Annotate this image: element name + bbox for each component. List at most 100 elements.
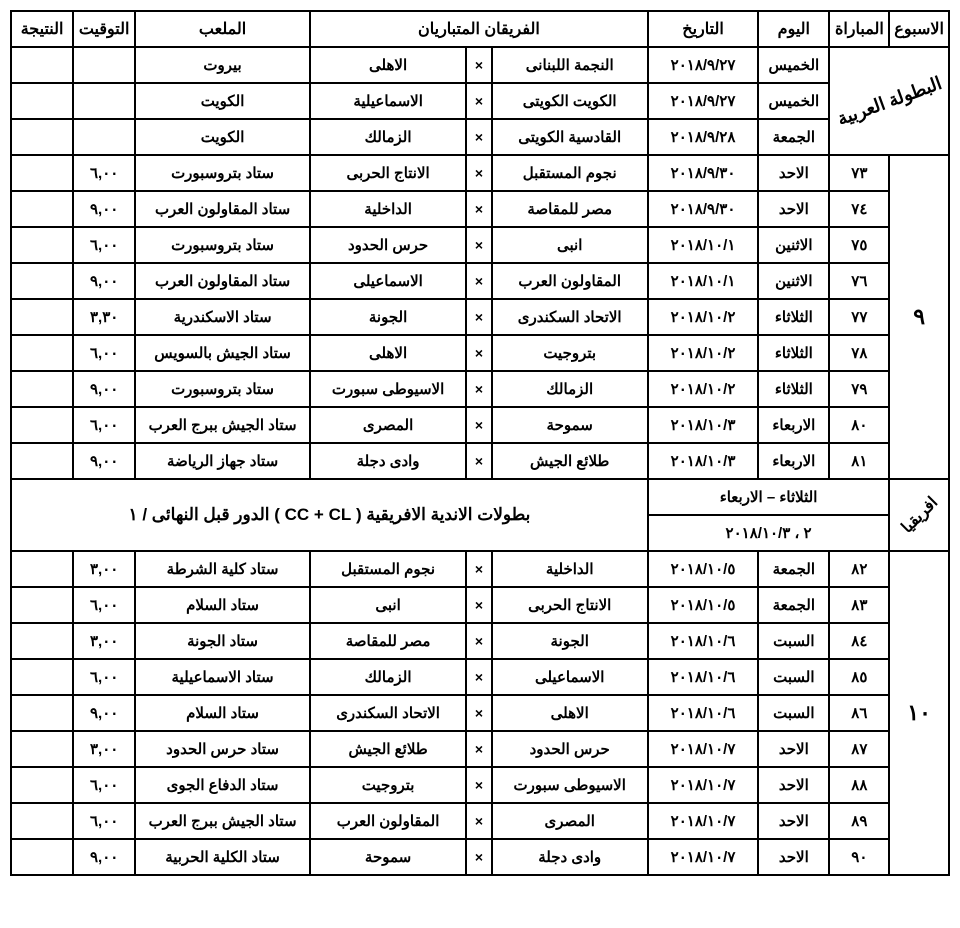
cell-day: الاربعاء [758, 443, 829, 479]
cell-match-number: ٨٢ [829, 551, 889, 587]
cell-vs: × [466, 299, 491, 335]
cell-away-team: الاتحاد السكندرى [310, 695, 466, 731]
cell-home-team: الاسيوطى سبورت [492, 767, 648, 803]
cell-vs: × [466, 47, 491, 83]
table-row: ٧٧الثلاثاء٢٠١٨/١٠/٢الاتحاد السكندرى×الجو… [11, 299, 949, 335]
cell-time: ٦,٠٠ [73, 155, 135, 191]
cell-date: ٢٠١٨/١٠/٦ [648, 695, 758, 731]
table-row: ٧٤الاحد٢٠١٨/٩/٣٠مصر للمقاصة×الداخليةستاد… [11, 191, 949, 227]
table-row: ٨٣الجمعة٢٠١٨/١٠/٥الانتاج الحربى×انبىستاد… [11, 587, 949, 623]
cell-away-team: بتروجيت [310, 767, 466, 803]
cell-time: ٦,٠٠ [73, 587, 135, 623]
cell-day: الثلاثاء [758, 299, 829, 335]
table-row: ٧٩الثلاثاء٢٠١٨/١٠/٢الزمالك×الاسيوطى سبور… [11, 371, 949, 407]
cell-venue: ستاد كلية الشرطة [135, 551, 310, 587]
table-row: البطولة العربيةالخميس٢٠١٨/٩/٢٧النجمة الل… [11, 47, 949, 83]
cell-time: ٣,٠٠ [73, 551, 135, 587]
cell-away-team: حرس الحدود [310, 227, 466, 263]
table-row: ٨١الاربعاء٢٠١٨/١٠/٣طلائع الجيش×وادى دجلة… [11, 443, 949, 479]
cell-vs: × [466, 83, 491, 119]
cell-home-team: طلائع الجيش [492, 443, 648, 479]
cell-away-team: الجونة [310, 299, 466, 335]
cell-away-team: الاسيوطى سبورت [310, 371, 466, 407]
cell-match-number: ٧٣ [829, 155, 889, 191]
week-label: ٩ [889, 155, 949, 479]
africa-label-text: افريقيا [897, 493, 942, 538]
table-row: ١٠٨٢الجمعة٢٠١٨/١٠/٥الداخلية×نجوم المستقب… [11, 551, 949, 587]
cell-day: الخميس [758, 47, 829, 83]
cell-match-number: ٨١ [829, 443, 889, 479]
cell-result [11, 803, 73, 839]
cell-home-team: الكويت الكويتى [492, 83, 648, 119]
cell-venue: ستاد الدفاع الجوى [135, 767, 310, 803]
cell-home-team: الجونة [492, 623, 648, 659]
cell-date: ٢٠١٨/١٠/٧ [648, 803, 758, 839]
schedule-table: الاسبوع المباراة اليوم التاريخ الفريقان … [10, 10, 950, 876]
cell-away-team: الاسماعيلية [310, 83, 466, 119]
cell-day: الجمعة [758, 551, 829, 587]
cell-time: ٦,٠٠ [73, 803, 135, 839]
cell-away-team: الانتاج الحربى [310, 155, 466, 191]
cell-date: ٢٠١٨/١٠/٧ [648, 767, 758, 803]
cell-home-team: سموحة [492, 407, 648, 443]
cell-match-number: ٨٠ [829, 407, 889, 443]
cell-day: الجمعة [758, 119, 829, 155]
cell-date: ٢٠١٨/١٠/٦ [648, 659, 758, 695]
cell-day: الجمعة [758, 587, 829, 623]
cell-away-team: الاهلى [310, 335, 466, 371]
cell-venue: ستاد السلام [135, 587, 310, 623]
cell-result [11, 263, 73, 299]
cell-result [11, 371, 73, 407]
cell-venue: بيروت [135, 47, 310, 83]
cell-away-team: المقاولون العرب [310, 803, 466, 839]
cell-date: ٢٠١٨/٩/٢٧ [648, 47, 758, 83]
cell-venue: ستاد المقاولون العرب [135, 191, 310, 227]
cell-time: ٩,٠٠ [73, 191, 135, 227]
cell-vs: × [466, 371, 491, 407]
arab-champ-label-text: البطولة العربية [834, 72, 944, 129]
cell-away-team: المصرى [310, 407, 466, 443]
cell-result [11, 731, 73, 767]
header-date: التاريخ [648, 11, 758, 47]
cell-result [11, 335, 73, 371]
cell-match-number: ٨٣ [829, 587, 889, 623]
cell-vs: × [466, 551, 491, 587]
cell-day: السبت [758, 623, 829, 659]
table-row: ٨٨الاحد٢٠١٨/١٠/٧الاسيوطى سبورت×بتروجيتست… [11, 767, 949, 803]
cell-away-team: نجوم المستقبل [310, 551, 466, 587]
cell-time: ٦,٠٠ [73, 335, 135, 371]
cell-result [11, 623, 73, 659]
cell-date: ٢٠١٨/١٠/٧ [648, 731, 758, 767]
header-day: اليوم [758, 11, 829, 47]
africa-days: الثلاثاء – الاربعاء [648, 479, 889, 515]
cell-vs: × [466, 839, 491, 875]
cell-result [11, 191, 73, 227]
cell-away-team: انبى [310, 587, 466, 623]
cell-time: ٩,٠٠ [73, 839, 135, 875]
cell-match-number: ٨٦ [829, 695, 889, 731]
africa-label: افريقيا [889, 479, 949, 551]
table-row: ٨٧الاحد٢٠١٨/١٠/٧حرس الحدود×طلائع الجيشست… [11, 731, 949, 767]
header-time: التوقيت [73, 11, 135, 47]
cell-venue: ستاد الجيش ببرج العرب [135, 803, 310, 839]
cell-vs: × [466, 407, 491, 443]
cell-vs: × [466, 587, 491, 623]
cell-result [11, 695, 73, 731]
cell-vs: × [466, 227, 491, 263]
cell-match-number: ٧٤ [829, 191, 889, 227]
cell-away-team: وادى دجلة [310, 443, 466, 479]
cell-day: السبت [758, 695, 829, 731]
cell-home-team: وادى دجلة [492, 839, 648, 875]
cell-date: ٢٠١٨/١٠/٢ [648, 335, 758, 371]
cell-match-number: ٧٨ [829, 335, 889, 371]
cell-date: ٢٠١٨/١٠/٣ [648, 443, 758, 479]
table-row: ٧٦الاثنين٢٠١٨/١٠/١المقاولون العرب×الاسما… [11, 263, 949, 299]
cell-away-team: الاهلى [310, 47, 466, 83]
cell-result [11, 659, 73, 695]
table-row: ٨٠الاربعاء٢٠١٨/١٠/٣سموحة×المصرىستاد الجي… [11, 407, 949, 443]
cell-day: الاحد [758, 839, 829, 875]
cell-venue: ستاد الجيش ببرج العرب [135, 407, 310, 443]
africa-text: بطولات الاندية الافريقية ( CC + CL ) الد… [11, 479, 648, 551]
cell-home-team: المقاولون العرب [492, 263, 648, 299]
cell-time: ٣,٣٠ [73, 299, 135, 335]
